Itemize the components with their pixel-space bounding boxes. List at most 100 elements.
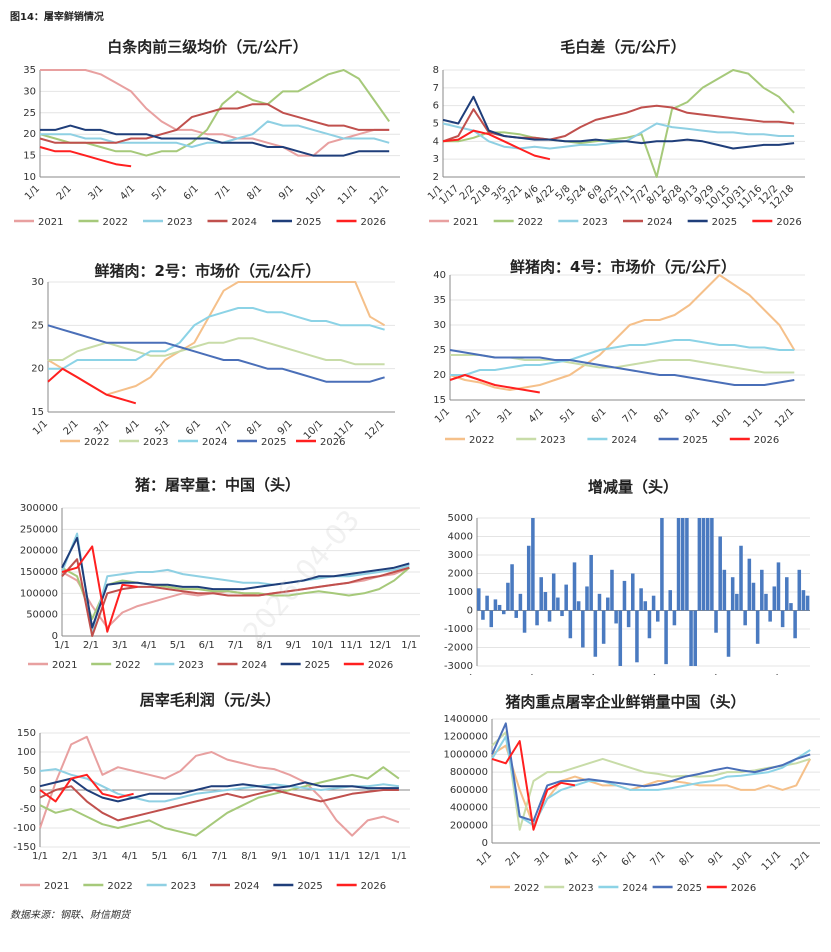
- x-tick-label: 12/1: [773, 406, 797, 430]
- legend-label: 2026: [361, 881, 386, 892]
- legend-label: 2025: [677, 883, 702, 894]
- x-tick-label: 1/1: [433, 406, 452, 425]
- x-tick-label: 2025/10/25: [435, 672, 479, 675]
- chart-baitiao-price: 白条肉前三级均价（元/公斤） 10 15 20 25 30 35 1/1 2/1 3/1 4/1 5/…: [0, 32, 415, 237]
- y-tick-label: 30: [31, 277, 44, 288]
- x-tick-label: 3/1: [533, 849, 552, 868]
- y-tick-label: 0: [482, 838, 488, 849]
- bar: [631, 573, 635, 611]
- y-tick-label: -100: [13, 823, 36, 834]
- x-tick-label: 2/1: [55, 183, 74, 202]
- bar: [780, 610, 785, 628]
- chart-title: 居宰毛利润（元/头）: [140, 691, 280, 709]
- x-tick-label: 12/1: [358, 851, 380, 862]
- x-tick-label: 8/1: [245, 183, 264, 202]
- chart-pork-no4-price: 鲜猪肉：4号：市场价（元/公斤） 15 20 25 30 35 40 1/1 2/1 3/1 4/1…: [415, 252, 831, 462]
- figure-header: 图14：屠宰鲜销情况: [10, 12, 104, 23]
- x-tick-label: 9/1: [285, 640, 301, 651]
- bar: [547, 610, 552, 622]
- x-tick-label: 12/1: [789, 849, 813, 873]
- x-tick-label: 10/1: [731, 849, 755, 873]
- bar: [622, 580, 627, 611]
- y-tick-label: 0: [30, 785, 36, 796]
- legend-label: 2026: [320, 437, 345, 448]
- y-tick-label: 15: [31, 407, 44, 418]
- bar: [581, 610, 585, 648]
- bar: [726, 610, 731, 657]
- y-tick-label: 35: [23, 65, 36, 76]
- bar: [693, 610, 697, 666]
- series-line-2024: [39, 103, 390, 144]
- chart-pork-no2-price: 鲜猪肉：2号：市场价（元/公斤） 15 20 25 30 1/1 2/1 3/1 4/1 5/1 6…: [0, 252, 415, 462]
- chart-slaughter-volume: 猪：屠宰量：中国（头） 0 50000 100000 150000 200000 25000…: [0, 470, 435, 675]
- bar: [510, 564, 514, 611]
- series-line-2022: [39, 766, 400, 837]
- x-tick-label: 12/1: [369, 640, 391, 651]
- y-tick-label: 0: [52, 631, 58, 642]
- x-tick-label: 5/1: [558, 406, 577, 425]
- bar: [785, 577, 789, 611]
- bar: [489, 610, 494, 628]
- bar: [760, 569, 764, 611]
- legend-label: 2026: [368, 660, 393, 671]
- series-line-2022: [61, 566, 410, 620]
- legend-label: 2023: [171, 881, 196, 892]
- bar: [664, 610, 668, 665]
- series-line-2023: [39, 768, 400, 803]
- x-tick-label: 2025/12/25: [553, 672, 602, 675]
- y-tick-label: 1200000: [443, 732, 488, 743]
- legend-label: 2022: [469, 435, 494, 446]
- x-tick-label: 2026/03/25: [737, 672, 786, 675]
- y-tick-label: 35: [433, 295, 446, 306]
- legend-label: 2023: [568, 883, 593, 894]
- legend-label: 2023: [540, 435, 565, 446]
- y-tick-label: 100000: [20, 588, 58, 599]
- x-tick-label: 10/1: [304, 183, 328, 207]
- x-tick-label: 8/1: [677, 849, 696, 868]
- y-tick-label: 4: [433, 136, 439, 147]
- legend-label: 2022: [514, 883, 539, 894]
- x-tick-label: 1/1: [401, 640, 417, 651]
- x-tick-label: 1/1: [32, 851, 48, 862]
- series-line-2022: [443, 69, 795, 178]
- bar: [776, 562, 781, 611]
- y-tick-label: 100: [17, 747, 36, 758]
- bar: [651, 595, 656, 611]
- x-tick-label: 8/1: [241, 851, 257, 862]
- legend-label: 2021: [453, 217, 478, 228]
- series-line-2026: [491, 740, 576, 831]
- legend-label: 2022: [84, 437, 109, 448]
- bar: [560, 610, 564, 617]
- series-line-2025: [47, 324, 385, 383]
- bar: [722, 569, 727, 611]
- y-tick-label: 20: [31, 364, 44, 375]
- bar: [568, 610, 573, 639]
- y-tick-label: 15: [23, 151, 36, 162]
- bar: [514, 610, 519, 618]
- series-line-2022: [39, 69, 391, 157]
- x-tick-label: 9/1: [271, 851, 287, 862]
- bar: [589, 555, 593, 611]
- y-tick-label: 25: [23, 108, 36, 119]
- x-tick-label: 11/1: [328, 851, 350, 862]
- series-line-2024: [61, 558, 410, 637]
- x-tick-label: 10/1: [298, 851, 320, 862]
- bar: [485, 595, 489, 611]
- series-line-2025: [40, 124, 390, 157]
- legend-label: 2022: [107, 881, 132, 892]
- x-tick-label: 4/1: [123, 418, 142, 437]
- x-tick-label: 9/1: [706, 849, 725, 868]
- legend-label: 2026: [361, 217, 386, 228]
- legend-label: 2025: [296, 217, 321, 228]
- bar: [701, 518, 706, 611]
- series-line-2024: [450, 339, 795, 376]
- bar: [797, 569, 802, 611]
- series-line-2022: [449, 274, 796, 391]
- y-tick-label: 250000: [20, 524, 58, 535]
- bar: [576, 601, 581, 611]
- series-line-2023: [61, 532, 410, 633]
- y-tick-label: 200000: [450, 820, 488, 831]
- series-line-2025: [449, 349, 795, 386]
- series-line-2021: [61, 566, 410, 629]
- series-line-2021: [40, 69, 390, 157]
